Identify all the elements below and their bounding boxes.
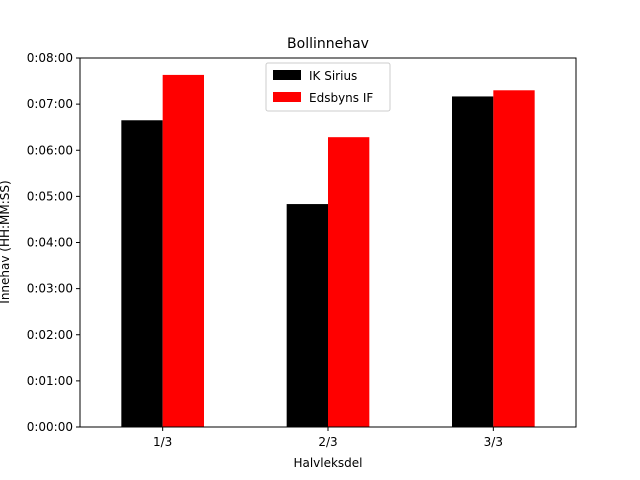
legend-label: IK Sirius — [309, 69, 357, 83]
y-tick-label: 0:02:00 — [27, 328, 73, 342]
bar-ik-sirius — [121, 120, 163, 428]
y-tick-label: 0:08:00 — [27, 51, 73, 65]
bar-ik-sirius — [452, 96, 494, 427]
x-tick-label: 2/3 — [318, 435, 337, 449]
x-axis-label: Halvleksdel — [293, 456, 362, 470]
x-tick-label: 1/3 — [153, 435, 172, 449]
bar-edsbyns-if — [493, 90, 535, 427]
legend: IK Sirius Edsbyns IF — [265, 62, 391, 112]
x-tick-label: 3/3 — [484, 435, 503, 449]
legend-swatch — [273, 70, 301, 80]
bars-group — [121, 74, 535, 428]
y-tick-label: 0:01:00 — [27, 374, 73, 388]
y-tick-label: 0:07:00 — [27, 97, 73, 111]
y-tick-label: 0:06:00 — [27, 143, 73, 157]
plot-frame — [79, 57, 577, 428]
y-tick-label: 0:05:00 — [27, 189, 73, 203]
bar-ik-sirius — [286, 204, 328, 427]
legend-label: Edsbyns IF — [309, 91, 373, 105]
chart-title: Bollinnehav — [287, 36, 369, 52]
y-axis: 0:00:00 0:01:00 0:02:00 0:03:00 0:04:00 0:05:… — [27, 51, 80, 434]
y-axis-label: Innehav (HH:MM:SS) — [0, 180, 12, 303]
legend-swatch — [273, 92, 301, 102]
y-tick-label: 0:04:00 — [27, 236, 73, 250]
y-tick-label: 0:03:00 — [27, 282, 73, 296]
bar-edsbyns-if — [328, 137, 370, 427]
y-tick-label: 0:00:00 — [27, 420, 73, 434]
bar-edsbyns-if — [162, 74, 204, 427]
x-axis: 1/3 2/3 3/3 — [153, 427, 503, 449]
